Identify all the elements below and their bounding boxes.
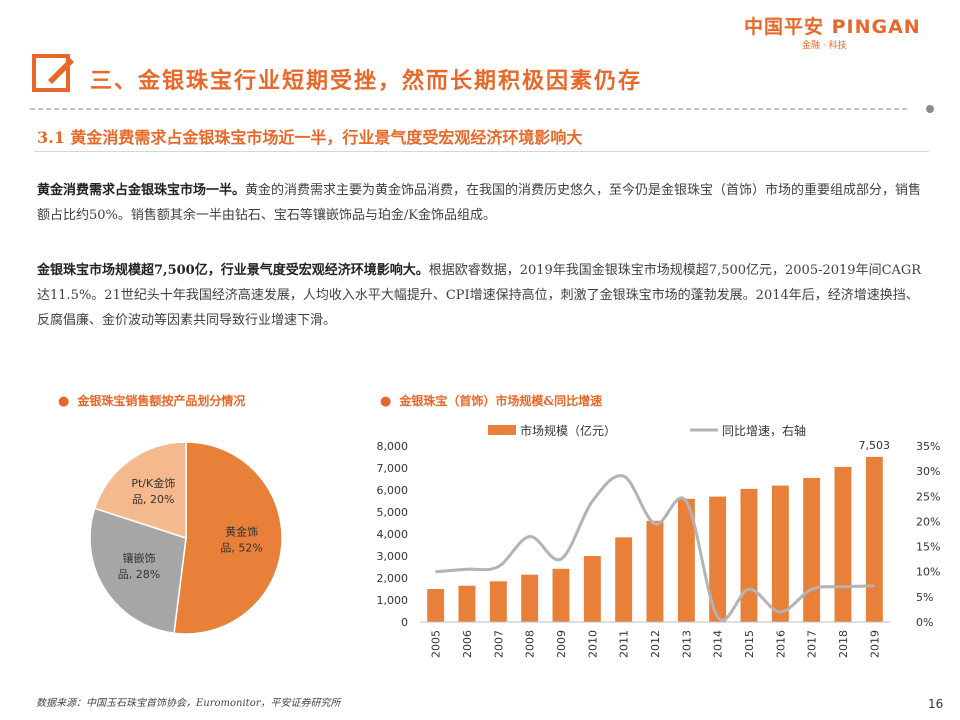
bar-market-size	[677, 498, 695, 622]
pie-slice	[93, 441, 187, 540]
x-tick-label: 2014	[712, 630, 725, 658]
y-left-tick-label: 3,000	[377, 550, 409, 563]
y-left-tick-label: 6,000	[377, 484, 409, 497]
x-tick-label: 2017	[806, 630, 819, 658]
bullet-icon: ●	[380, 394, 392, 409]
x-tick-label: 2018	[837, 630, 850, 658]
bar-market-size	[615, 537, 633, 622]
bullet-icon: ●	[58, 394, 70, 409]
growth-rate-line	[435, 474, 875, 622]
paragraph-body: 黄金的消费需求主要为黄金饰品消费，在我国的消费历史悠久，至今仍是金银珠宝（首饰）…	[37, 183, 922, 223]
legend-swatch-bar	[488, 425, 516, 435]
x-tick-label: 2019	[868, 630, 881, 658]
y-left-tick-label: 7,000	[377, 462, 409, 475]
logo-tagline: 金融 · 科技	[802, 41, 847, 51]
y-left-tick-label: 2,000	[377, 572, 409, 585]
growth-rate-point	[529, 535, 531, 538]
pie-chart-title-text: 金银珠宝销售额按产品划分情况	[77, 394, 246, 408]
subheading-divider	[34, 151, 929, 152]
bar-market-size	[709, 496, 727, 622]
growth-rate-point	[779, 611, 781, 613]
company-logo: 中国平安 PINGAN	[744, 16, 921, 38]
bar-market-size	[489, 581, 507, 622]
y-right-tick-label: 15%	[916, 541, 940, 554]
growth-rate-point	[811, 588, 813, 590]
bar-market-size	[458, 585, 476, 622]
y-left-tick-label: 5,000	[377, 506, 409, 519]
x-tick-label: 2013	[680, 630, 693, 658]
bar-market-size	[646, 520, 664, 622]
x-tick-label: 2016	[774, 630, 787, 658]
y-right-tick-label: 5%	[916, 591, 933, 604]
x-tick-label: 2005	[430, 630, 443, 658]
pie-slice	[89, 507, 187, 635]
y-left-tick-label: 4,000	[377, 528, 409, 541]
growth-rate-point	[560, 558, 562, 560]
pie-slice-label: 黄金饰品, 52%	[220, 525, 262, 555]
legend-label-bar: 市场规模（亿元）	[520, 423, 616, 438]
y-left-tick-label: 8,000	[377, 440, 409, 453]
pie-chart-title: ● 金银珠宝销售额按产品划分情况	[58, 392, 245, 409]
bar-data-label: 7,503	[859, 439, 891, 452]
growth-rate-point	[717, 616, 719, 618]
x-tick-label: 2008	[524, 630, 537, 658]
growth-rate-point	[466, 568, 468, 570]
growth-rate-point	[591, 500, 593, 502]
bar-market-size	[521, 574, 539, 622]
page-number: 16	[928, 697, 944, 711]
y-right-tick-label: 20%	[916, 515, 940, 528]
paragraph-lead: 黄金消费需求占金银珠宝市场一半。	[37, 183, 246, 198]
x-tick-label: 2012	[649, 630, 662, 658]
pie-slice-label: 镶嵌饰品, 28%	[118, 551, 160, 581]
source-note: 数据来源：中国玉石珠宝首饰协会，Euromonitor，平安证券研究所	[36, 698, 341, 709]
x-tick-label: 2007	[492, 630, 505, 658]
bar-market-size	[740, 488, 758, 622]
market-size-combo-chart: 市场规模（亿元） 同比增速，右轴 0 1,000 2,000 3,000 4,000 5,00…	[377, 423, 941, 658]
page-title: 三、金银珠宝行业短期受挫，然而长期积极因素仍存	[90, 68, 643, 94]
combo-chart-title: ● 金银珠宝（首饰）市场规模&同比增速	[380, 392, 602, 409]
y-right-tick-label: 25%	[916, 490, 940, 503]
bar-market-size	[865, 456, 883, 622]
pie-slice	[173, 441, 283, 635]
growth-rate-point	[654, 523, 656, 525]
x-tick-label: 2015	[743, 630, 756, 658]
paragraph-gold-demand: 黄金消费需求占金银珠宝市场一半。黄金的消费需求主要为黄金饰品消费，在我国的消费历…	[37, 178, 927, 228]
pencil-square-icon	[32, 54, 74, 92]
y-right-tick-label: 30%	[916, 465, 940, 478]
bar-market-size	[583, 556, 601, 622]
paragraph-market-size: 金银珠宝市场规模超7,500亿，行业景气度受宏观经济环境影响大。根据欧睿数据，2…	[37, 258, 927, 333]
pie-chart: 黄金饰品, 52% 镶嵌饰品, 28% Pt/K金饰品, 20%	[89, 441, 283, 635]
bar-market-size	[552, 568, 570, 622]
bar-market-size	[771, 485, 789, 622]
paragraph-lead: 金银珠宝市场规模超7,500亿，行业景气度受宏观经济环境影响大。	[37, 263, 429, 278]
growth-rate-point	[435, 571, 437, 573]
legend-label-line: 同比增速，右轴	[722, 423, 806, 438]
section-subheading: 3.1 黄金消费需求占金银珠宝市场近一半，行业景气度受宏观经济环境影响大	[37, 128, 583, 147]
x-tick-label: 2006	[461, 630, 474, 658]
growth-rate-point	[497, 566, 499, 568]
x-tick-label: 2010	[586, 630, 599, 658]
bar-market-size	[834, 466, 852, 622]
growth-rate-point	[748, 588, 750, 590]
y-right-tick-label: 35%	[916, 440, 940, 453]
bar-market-size	[427, 589, 445, 622]
paragraph-body: 根据欧睿数据，2019年我国金银珠宝市场规模超7,500亿元，2005-2019…	[37, 263, 922, 328]
chart-legend: 市场规模（亿元） 同比增速，右轴	[488, 423, 806, 438]
pie-slice-label: Pt/K金饰品, 20%	[131, 476, 175, 506]
y-left-tick-label: 1,000	[377, 594, 409, 607]
x-tick-label: 2009	[555, 630, 568, 658]
growth-rate-point	[873, 585, 875, 587]
bar-market-size	[803, 477, 821, 622]
growth-rate-point	[685, 500, 687, 502]
combo-chart-title-text: 金银珠宝（首饰）市场规模&同比增速	[399, 394, 603, 408]
y-right-tick-label: 0%	[916, 616, 933, 629]
title-divider	[30, 105, 934, 113]
growth-rate-point	[623, 475, 625, 477]
y-right-tick-label: 10%	[916, 566, 940, 579]
growth-rate-point	[842, 586, 844, 588]
y-left-tick-label: 0	[401, 616, 408, 629]
x-tick-label: 2011	[618, 630, 631, 658]
